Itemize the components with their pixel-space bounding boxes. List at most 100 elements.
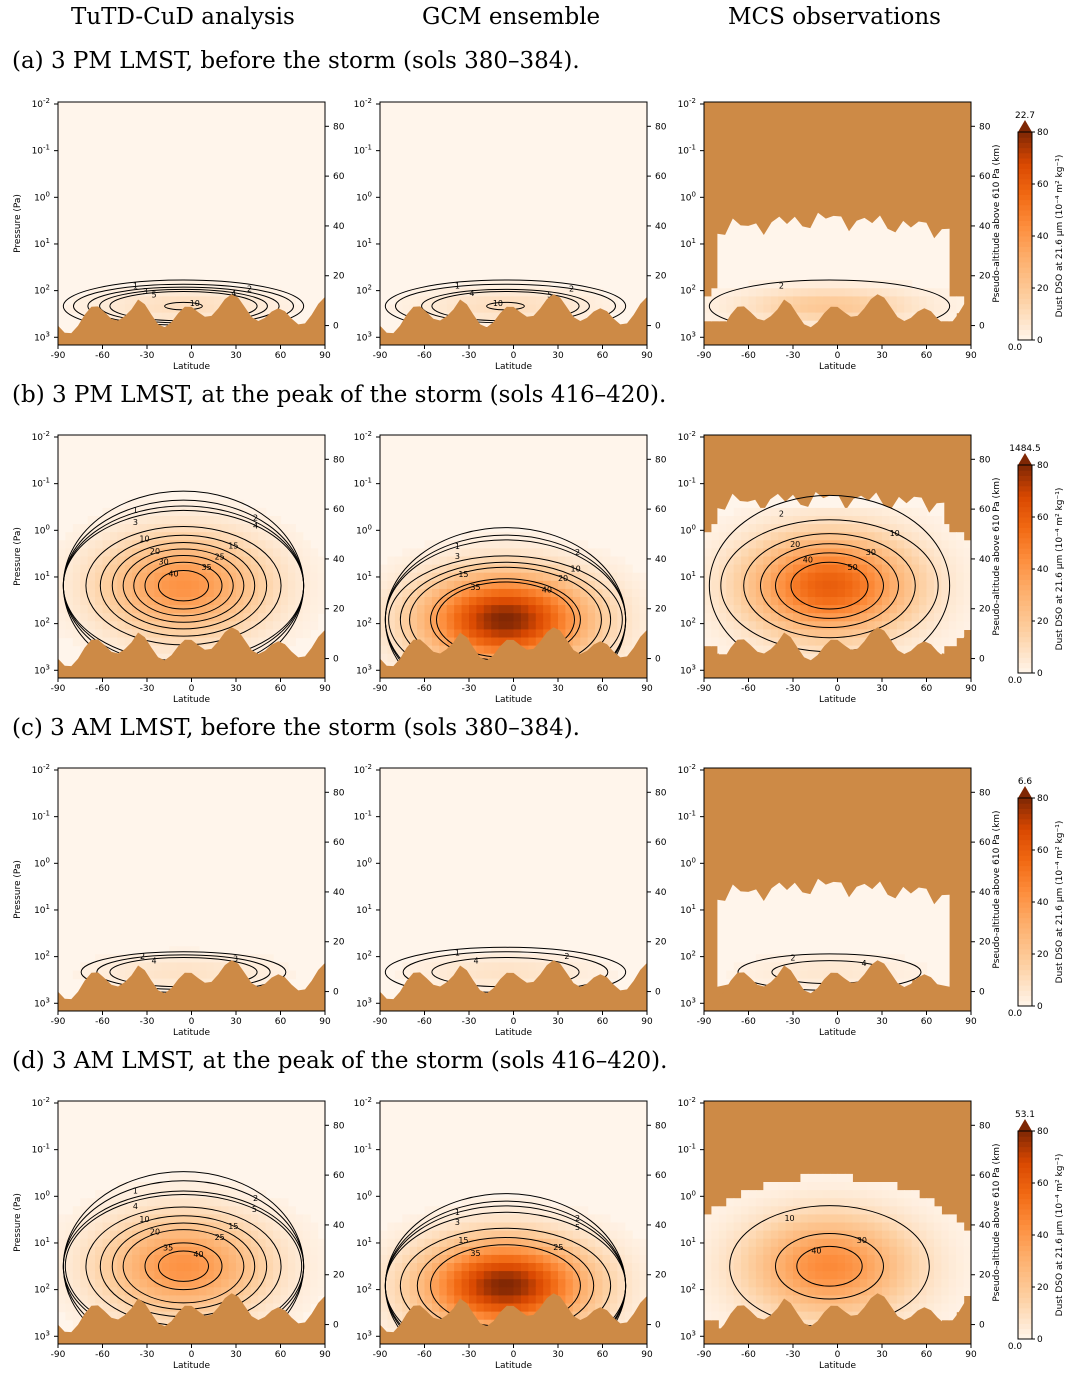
x-tick-label: 0 (511, 1017, 517, 1027)
heat-cell (711, 1263, 720, 1272)
heat-cell (941, 532, 950, 541)
heat-cell (609, 564, 618, 574)
heat-cell (117, 1279, 126, 1288)
heat-cell (236, 1190, 245, 1199)
heat-cell (147, 1214, 156, 1224)
heat-cell (461, 962, 470, 972)
heat-cell (476, 1287, 485, 1296)
heat-cell (184, 588, 193, 598)
x-tick-label: -30 (462, 684, 477, 694)
heat-cell (741, 1214, 750, 1224)
heat-cell (95, 1206, 104, 1215)
colorbar-segment (1018, 652, 1032, 658)
heat-cell (718, 1246, 727, 1256)
heat-cell (535, 556, 544, 566)
contour-label: 2 (790, 954, 795, 963)
heat-cell (446, 629, 455, 639)
heat-cell (236, 1246, 245, 1256)
heat-cell (65, 1263, 74, 1272)
heat-cell (718, 1311, 727, 1321)
heat-cell (280, 556, 289, 566)
heat-cell (102, 556, 111, 566)
heat-cell (469, 572, 478, 582)
heat-cell (741, 1206, 750, 1215)
heat-cell (956, 564, 965, 574)
heat-cell (446, 1230, 455, 1240)
y2-tick-label: 0 (333, 988, 339, 998)
heat-cell (617, 597, 626, 606)
heat-cell (258, 1198, 267, 1207)
heat-cell (310, 580, 319, 590)
heat-cell (609, 1254, 618, 1264)
heat-cell (461, 597, 470, 606)
heat-cell (785, 296, 794, 306)
heat-cell (424, 564, 433, 574)
heat-cell (154, 605, 163, 614)
contour-line (144, 1242, 223, 1291)
colorbar-segment (1018, 236, 1032, 242)
heat-cell (154, 499, 163, 509)
heat-cell (639, 1295, 647, 1305)
heat-cell (402, 296, 411, 306)
heat-cell (513, 288, 522, 297)
heat-cell (778, 962, 787, 972)
heat-cell (800, 548, 809, 558)
heat-cell (446, 1214, 455, 1224)
heat-cell (904, 978, 913, 988)
x-axis-label: Latitude (495, 362, 533, 372)
heat-cell (711, 1222, 720, 1232)
heat-cell (402, 1303, 411, 1313)
heat-cell (483, 613, 492, 622)
heat-cell (793, 572, 802, 582)
heat-cell (280, 524, 289, 533)
y-tick-exponent: -2 (43, 763, 50, 771)
heat-cell (498, 637, 507, 647)
heat-cell (221, 1206, 230, 1215)
heat-cell (785, 280, 794, 289)
heat-cell (852, 621, 861, 630)
heat-cell (117, 1230, 126, 1240)
heat-cell (132, 1214, 141, 1224)
heat-cell (213, 1254, 222, 1264)
heat-cell (169, 621, 178, 630)
colorbar-segment (1018, 829, 1032, 835)
heat-cell (273, 572, 282, 582)
heat-cell (617, 572, 626, 582)
heat-cell (102, 1214, 111, 1224)
heat-cell (243, 1279, 252, 1288)
heat-cell (778, 280, 787, 289)
heat-cell (948, 556, 957, 566)
heat-cell (785, 588, 794, 598)
heat-cell (595, 1287, 604, 1296)
heat-cell (580, 580, 589, 590)
y-tick-label: 100 (34, 190, 50, 203)
heat-cell (718, 1263, 727, 1272)
heat-cell (273, 1246, 282, 1256)
heat-cell (191, 288, 200, 297)
heat-cell (236, 1287, 245, 1296)
heat-cell (80, 556, 89, 566)
heat-cell (265, 1238, 274, 1248)
heat-cell (198, 954, 207, 963)
heat-cell (580, 564, 589, 574)
heat-cell (221, 516, 230, 525)
heat-cell (520, 613, 529, 622)
heat-cell (124, 637, 133, 647)
colorbar-segment (1018, 834, 1032, 841)
heat-cell (807, 629, 816, 639)
heat-cell (184, 288, 193, 297)
heat-cell (587, 1246, 596, 1256)
heat-cell (265, 1263, 274, 1272)
heat-cell (102, 572, 111, 582)
heat-cell (874, 613, 883, 622)
heat-cell (176, 621, 185, 630)
heat-cell (718, 645, 727, 655)
heat-cell (109, 645, 118, 655)
heat-cell (461, 572, 470, 582)
heat-cell (295, 1295, 304, 1305)
heat-cell (102, 1254, 111, 1264)
heat-cell (889, 548, 898, 558)
heat-cell (763, 288, 772, 297)
heat-cell (852, 970, 861, 980)
heat-cell (867, 288, 876, 297)
